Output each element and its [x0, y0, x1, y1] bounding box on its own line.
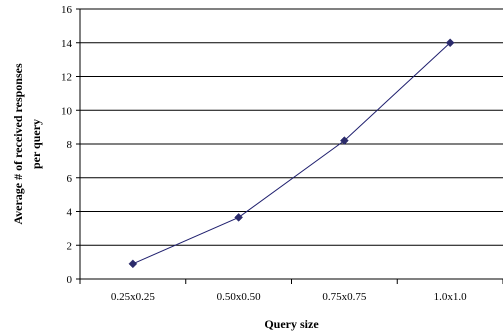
- y-tick-label: 16: [61, 4, 73, 16]
- y-tick-labels: 0 2 4 6 8 10 12 14 16: [61, 4, 80, 286]
- x-axis-title: Query size: [264, 317, 319, 331]
- y-tick-label: 0: [67, 274, 73, 286]
- y-tick-label: 8: [67, 139, 73, 151]
- y-tick-label: 2: [67, 240, 73, 252]
- y-axis-title-line-1: Average # of received responses: [11, 63, 25, 225]
- y-axis-title: Average # of received responses per quer…: [11, 63, 43, 225]
- y-tick-label: 6: [67, 173, 73, 185]
- y-axis-title-line-2: per query: [29, 119, 43, 169]
- series-layer: [128, 38, 455, 269]
- y-tick-label: 12: [61, 72, 72, 84]
- data-point: [340, 136, 349, 145]
- x-tick-label: 1.0x1.0: [434, 291, 468, 303]
- y-tick-label: 14: [61, 38, 73, 50]
- x-tick-labels: 0.25x0.25 0.50x0.50 0.75x0.75 1.0x1.0: [79, 279, 503, 303]
- x-tick-label: 0.25x0.25: [111, 291, 156, 303]
- data-point: [234, 213, 243, 222]
- data-point: [128, 259, 138, 269]
- x-tick-label: 0.75x0.75: [322, 291, 367, 303]
- y-tick-label: 10: [61, 105, 73, 117]
- x-tick-label: 0.50x0.50: [217, 291, 262, 303]
- data-point: [445, 38, 455, 48]
- gridlines: [80, 8, 503, 246]
- y-tick-label: 4: [67, 207, 73, 219]
- series-line: [132, 42, 451, 265]
